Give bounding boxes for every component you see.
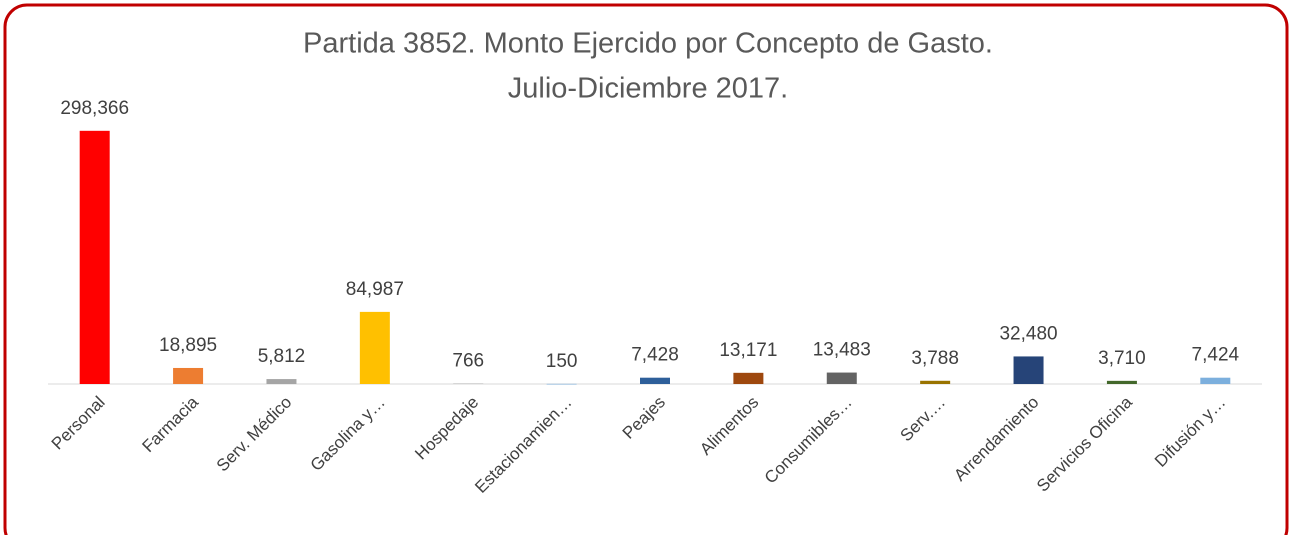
bar — [546, 383, 577, 385]
bar — [1013, 356, 1044, 384]
bar — [1106, 380, 1137, 384]
data-label: 18,895 — [159, 335, 217, 356]
data-label: 150 — [546, 351, 578, 372]
chart-title: Partida 3852. Monto Ejercido por Concept… — [303, 28, 993, 60]
data-label: 3,710 — [1098, 348, 1146, 369]
bar — [266, 379, 297, 384]
chart-subtitle: Julio-Diciembre 2017. — [508, 73, 788, 105]
bar — [359, 311, 390, 384]
data-label: 7,424 — [1192, 345, 1240, 366]
chart-border — [3, 3, 1289, 535]
data-label: 5,812 — [258, 346, 306, 367]
data-label: 3,788 — [911, 348, 959, 369]
bar — [173, 367, 204, 384]
bar — [920, 380, 951, 384]
bar — [79, 130, 110, 384]
bar — [453, 383, 484, 384]
data-label: 32,480 — [999, 323, 1057, 344]
data-label: 766 — [452, 350, 484, 371]
bar — [640, 377, 670, 384]
data-label: 13,483 — [813, 340, 871, 361]
data-label: 7,428 — [631, 345, 679, 366]
data-label: 298,366 — [60, 98, 129, 119]
bar — [1200, 377, 1231, 384]
bar — [733, 372, 764, 384]
data-label: 13,171 — [719, 340, 777, 361]
data-label: 84,987 — [346, 279, 404, 300]
bar — [826, 372, 857, 384]
